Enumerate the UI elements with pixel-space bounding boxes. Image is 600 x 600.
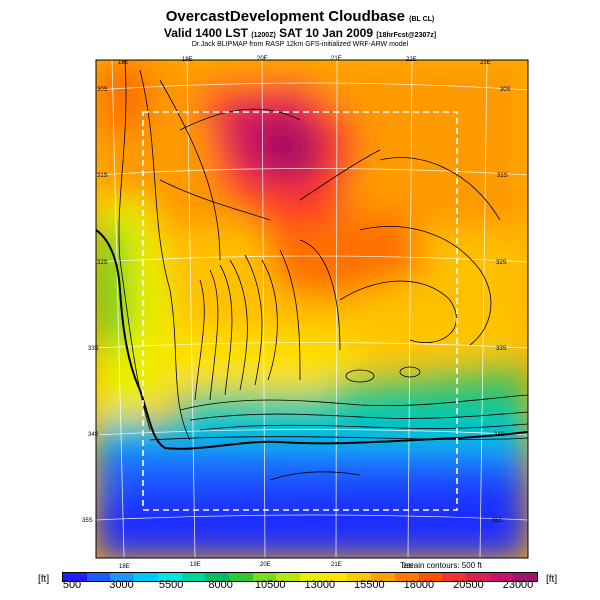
colorbar-swatch bbox=[205, 573, 229, 581]
colorbar-swatch bbox=[134, 573, 158, 581]
colorbar-label: 5500 bbox=[158, 579, 184, 591]
inner-domain-boundary bbox=[142, 111, 458, 511]
colorbar-swatch bbox=[418, 573, 443, 581]
colorbar-label: 23000 bbox=[502, 579, 534, 591]
lat-label-left: 32S bbox=[97, 260, 108, 266]
map-title: OvercastDevelopment Cloudbase (BL CL) bbox=[165, 8, 435, 25]
lat-label-right: 35S bbox=[492, 518, 503, 524]
lon-label-top: 18E bbox=[118, 60, 129, 66]
lon-label-bottom: 18E bbox=[119, 564, 130, 570]
colorbar-swatch bbox=[252, 573, 277, 581]
lat-label-left: 35S bbox=[82, 518, 93, 524]
lon-label-top: 23E bbox=[480, 60, 491, 66]
lat-label-left: 34S bbox=[88, 432, 99, 438]
colorbar-swatch bbox=[323, 573, 348, 581]
colorbar-label: 500 bbox=[62, 579, 82, 591]
colorbar bbox=[62, 572, 538, 582]
colorbar-swatch bbox=[371, 573, 395, 581]
lon-label-bottom: 20E bbox=[260, 562, 271, 568]
lon-label-bottom: 22E bbox=[403, 564, 414, 570]
lat-label-right: 31S bbox=[497, 173, 508, 179]
map-frame bbox=[95, 59, 529, 559]
colorbar-swatch bbox=[110, 573, 135, 581]
lat-label-left: 33S bbox=[88, 346, 99, 352]
title-suffix: (BL CL) bbox=[409, 16, 435, 23]
unit-right: [ft] bbox=[546, 574, 558, 585]
lon-label-top: 20E bbox=[257, 56, 268, 62]
colorbar-label: 15500 bbox=[354, 579, 385, 591]
lon-label-top: 21E bbox=[331, 56, 342, 62]
colorbar-label: 20500 bbox=[453, 579, 484, 591]
lon-label-bottom: 21E bbox=[331, 562, 342, 568]
colorbar-swatch bbox=[63, 573, 87, 581]
colorbar-swatch bbox=[442, 573, 466, 581]
cloudbase-field bbox=[96, 60, 528, 558]
colorbar-swatch bbox=[228, 573, 253, 581]
colorbar-swatch bbox=[276, 573, 301, 581]
colorbar-swatch bbox=[300, 573, 324, 581]
lat-label-right: 33S bbox=[496, 346, 507, 352]
lon-label-top: 19E bbox=[182, 57, 193, 63]
unit-left: [ft] bbox=[38, 574, 50, 585]
lat-label-left: 31S bbox=[97, 173, 108, 179]
source-line: Dr.Jack BLIPMAP from RASP 12km GFS-initi… bbox=[191, 41, 409, 48]
terrain-note: Terrain contours: 500 ft bbox=[400, 561, 482, 570]
colorbar-swatch bbox=[157, 573, 182, 581]
coastline bbox=[95, 229, 529, 450]
colorbar-swatch bbox=[465, 573, 490, 581]
colorbar-label: 8000 bbox=[208, 579, 233, 591]
colorbar-label: 3000 bbox=[109, 579, 134, 591]
lon-label-bottom: 19E bbox=[190, 562, 201, 568]
lat-label-right: 34S bbox=[494, 432, 505, 438]
colorbar-swatch bbox=[181, 573, 206, 581]
colorbar-swatch bbox=[394, 573, 419, 581]
colorbar-swatch bbox=[513, 573, 538, 581]
colorbar-label: 18000 bbox=[403, 579, 435, 591]
valid-time: Valid 1400 LST (1200Z) SAT 10 Jan 2009 [… bbox=[163, 26, 437, 40]
colorbar-label: 13000 bbox=[304, 579, 336, 591]
colorbar-swatch bbox=[347, 573, 372, 581]
colorbar-label: 10500 bbox=[254, 579, 286, 591]
colorbar-swatch bbox=[489, 573, 514, 581]
lat-label-right: 30S bbox=[500, 87, 511, 93]
lat-label-right: 32S bbox=[496, 260, 507, 266]
lat-label-left: 30S bbox=[97, 87, 108, 93]
terrain-contours bbox=[118, 60, 528, 481]
lon-label-top: 22E bbox=[406, 57, 417, 63]
colorbar-swatch bbox=[86, 573, 111, 581]
colorbar-labels: 500 3000 5500 8000 10500 13000 15500 18000 20500… bbox=[62, 579, 538, 595]
